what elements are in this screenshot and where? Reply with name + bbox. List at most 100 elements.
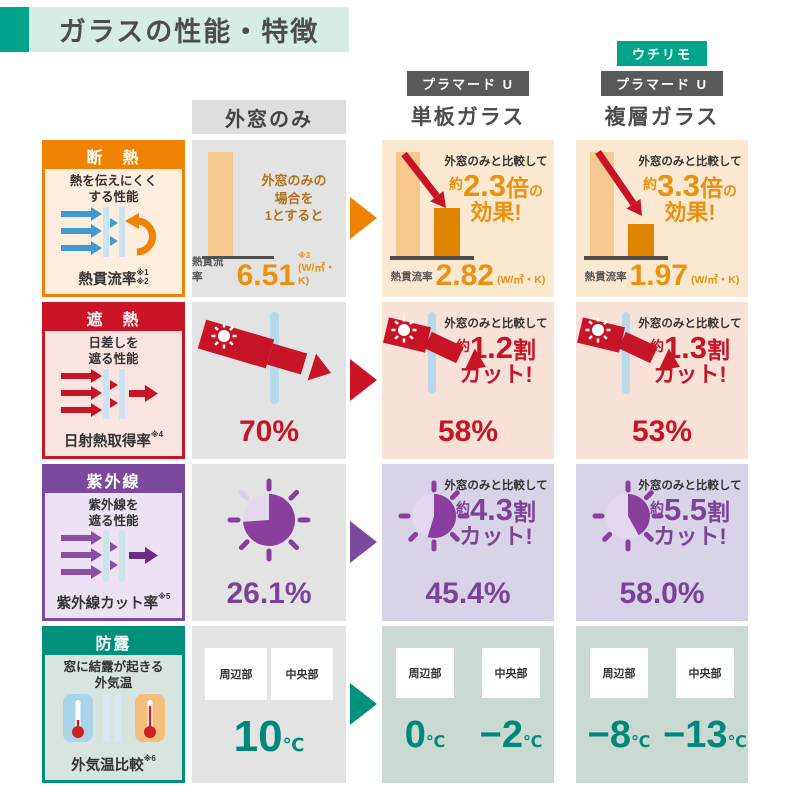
- shading-double-cell: 外窓のみと比較して 約1.3割 カット! 53%: [576, 302, 748, 459]
- u-value-baseline: 熱貫流率 6.51 ※3 (W/㎡・K): [192, 251, 336, 292]
- dew-edge-column: 周辺部 0℃: [382, 648, 468, 757]
- page-title: ガラスの性能・特徴: [29, 7, 349, 52]
- baseline-bar: [208, 152, 233, 256]
- edge-label: 周辺部: [205, 648, 267, 700]
- flow-arrow-insulation: [350, 197, 377, 239]
- dew-double-edge-temp: −8℃: [587, 714, 651, 756]
- dew-description: 窓に結露が起きる 外気温: [63, 660, 164, 691]
- uv-baseline-cell: 26.1%: [192, 464, 346, 621]
- uv-double-cell: 外窓のみと比較して 約5.5割 カット! 58.0%: [576, 464, 748, 621]
- dew-center-column: 中央部 −2℃: [468, 648, 554, 757]
- dew-baseline-temp: 10℃: [233, 712, 305, 761]
- edge-label: 周辺部: [396, 648, 454, 698]
- insulation-single-cell: 外窓のみと比較して 約2.3倍の 効果! 熱貫流率 2.82 (W/㎡・K): [382, 140, 554, 297]
- uv-icon: [45, 527, 182, 585]
- column-header-double: ウチリモ プラマード U 複層ガラス: [576, 41, 748, 131]
- dew-row-title: 防露: [45, 629, 182, 655]
- dew-single-edge-temp: 0℃: [404, 714, 446, 756]
- bar-axis: [202, 256, 274, 259]
- insulation-description: 熱を伝えにくく する性能: [69, 174, 158, 205]
- shading-metric-label: 日射熱取得率※4: [63, 430, 164, 450]
- title-accent-square: [0, 7, 29, 52]
- uv-description: 紫外線を 遮る性能: [88, 498, 139, 529]
- sun-pie-graphic: [592, 480, 664, 552]
- insulation-double-cell: 外窓のみと比較して 約3.3倍の 効果! 熱貫流率 1.97 (W/㎡・K): [576, 140, 748, 297]
- uv-single-value: 45.4%: [425, 577, 511, 610]
- brand-badge-plamadou-2: プラマード U: [600, 71, 723, 96]
- shading-description: 日差しを 遮る性能: [88, 336, 139, 367]
- edge-label: 周辺部: [590, 648, 648, 698]
- compare-text: 外窓のみと比較して: [638, 156, 742, 168]
- compare-text: 外窓のみと比較して: [444, 318, 548, 330]
- center-label: 中央部: [482, 648, 540, 698]
- dew-double-center-temp: −13℃: [663, 714, 747, 756]
- brand-badge-uchirimo: ウチリモ: [616, 41, 707, 66]
- compare-text: 外窓のみと比較して: [638, 318, 742, 330]
- shading-double-value: 53%: [631, 415, 693, 448]
- dew-label-card: 防露 窓に結露が起きる 外気温 外気温比較※6: [42, 626, 185, 783]
- sun-pie-graphic: [227, 478, 311, 562]
- insulation-label-card: 断 熱 熱を伝えにくく する性能 熱貫流率※1 ※2: [42, 140, 185, 297]
- shading-single-value: 58%: [437, 415, 499, 448]
- effect-text: 約2.3倍の 効果!: [448, 168, 544, 225]
- column-title-single-glass: 単板ガラス: [410, 106, 526, 129]
- flow-arrow-shading: [350, 359, 377, 401]
- brand-badge-plamadou: プラマード U: [406, 71, 529, 96]
- dew-single-center-temp: −2℃: [479, 714, 543, 756]
- shading-single-cell: 外窓のみと比較して 約1.2割 カット! 58%: [382, 302, 554, 459]
- dew-edge-column: 周辺部 −8℃: [576, 648, 662, 757]
- uv-label-card: 紫外線 紫外線を 遮る性能 紫外線カット率※5: [42, 464, 185, 621]
- uv-single-cell: 外窓のみと比較して 約4.3割 カット! 45.4%: [382, 464, 554, 621]
- column-header-single: プラマード U 単板ガラス: [382, 71, 554, 131]
- page-title-bar: ガラスの性能・特徴: [0, 7, 349, 52]
- row-uv: 紫外線 紫外線を 遮る性能 紫外線カット率※5: [0, 464, 800, 621]
- sun-arrow-graphic: [576, 312, 680, 394]
- u-value-double: 熱貫流率 1.97 (W/㎡・K): [584, 259, 740, 292]
- effect-text: 約5.5割 カット!: [649, 492, 731, 549]
- compare-text: 外窓のみと比較して: [638, 480, 742, 492]
- flow-arrow-dew: [350, 683, 377, 725]
- dew-position-labels: 周辺部 中央部: [192, 648, 346, 700]
- dew-center-column: 中央部 −13℃: [662, 648, 748, 757]
- center-label: 中央部: [271, 648, 333, 700]
- dew-metric-label: 外気温比較※6: [71, 754, 156, 774]
- bar-chart-single: [390, 151, 474, 260]
- shading-label-card: 遮 熱 日差しを 遮る性能 日射熱取得率※4: [42, 302, 185, 459]
- baseline-note: 外窓のみの 場合を 1とすると: [261, 173, 327, 224]
- column-title-double-glass: 複層ガラス: [604, 106, 720, 129]
- bar-chart-double: [584, 150, 668, 260]
- insulation-icon: [45, 203, 182, 261]
- sun-arrow-graphic: [197, 312, 331, 404]
- effect-text: 約1.3割 カット!: [649, 330, 731, 387]
- shading-baseline-value: 70%: [238, 415, 300, 448]
- effect-text: 約1.2割 カット!: [455, 330, 537, 387]
- insulation-metric-label: 熱貫流率※1 ※2: [78, 268, 149, 288]
- uv-row-title: 紫外線: [45, 467, 182, 493]
- effect-text: 約3.3倍の 効果!: [642, 168, 738, 225]
- dew-single-cell: 周辺部 0℃ 中央部 −2℃: [382, 626, 554, 783]
- uv-metric-label: 紫外線カット率※5: [56, 592, 171, 612]
- compare-text: 外窓のみと比較して: [444, 480, 548, 492]
- insulation-row-title: 断 熱: [45, 143, 182, 169]
- u-value-single: 熱貫流率 2.82 (W/㎡・K): [390, 259, 546, 292]
- thermometer-icon: [45, 689, 182, 747]
- shading-row-title: 遮 熱: [45, 305, 182, 331]
- uv-baseline-value: 26.1%: [226, 577, 312, 610]
- sun-arrow-graphic: [382, 312, 486, 394]
- effect-text: 約4.3割 カット!: [455, 492, 537, 549]
- row-dew: 防露 窓に結露が起きる 外気温 外気温比較※6: [0, 626, 800, 783]
- sun-pie-graphic: [398, 480, 470, 552]
- row-insulation: 断 熱 熱を伝えにくく する性能 熱貫流率※1 ※2: [0, 140, 800, 297]
- shading-baseline-cell: 70%: [192, 302, 346, 459]
- uv-double-value: 58.0%: [619, 577, 705, 610]
- dew-double-cell: 周辺部 −8℃ 中央部 −13℃: [576, 626, 748, 783]
- compare-text: 外窓のみと比較して: [444, 156, 548, 168]
- flow-arrow-uv: [350, 521, 377, 563]
- insulation-baseline-cell: 外窓のみの 場合を 1とすると 熱貫流率 6.51 ※3 (W/㎡・K): [192, 140, 346, 297]
- shading-icon: [45, 365, 182, 423]
- column-header-baseline: 外窓のみ: [192, 100, 346, 134]
- row-shading: 遮 熱 日差しを 遮る性能 日射熱取得率※4: [0, 302, 800, 459]
- dew-baseline-cell: 周辺部 中央部 10℃: [192, 626, 346, 783]
- center-label: 中央部: [676, 648, 734, 698]
